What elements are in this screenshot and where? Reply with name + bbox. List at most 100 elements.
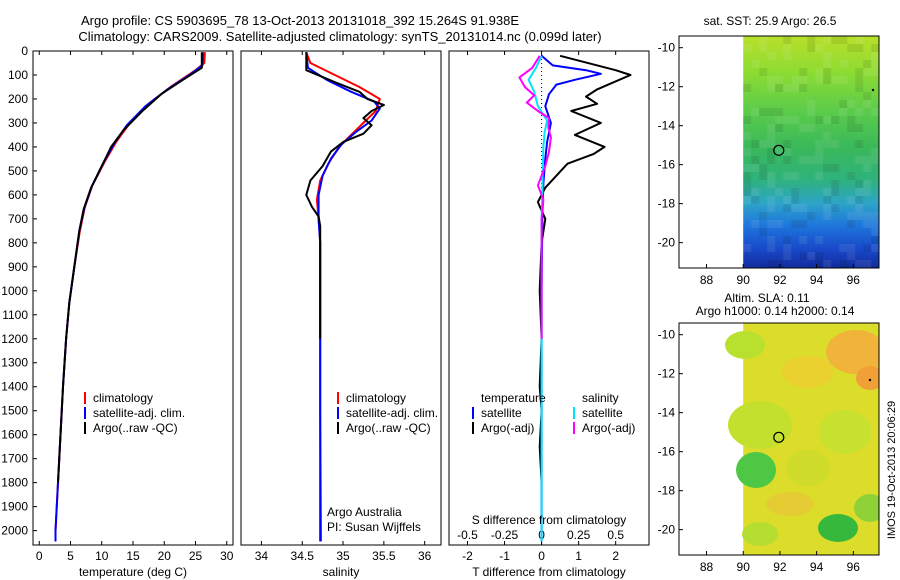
sst-texture-cell	[871, 148, 879, 156]
sst-texture-cell	[759, 140, 768, 148]
sst-texture-cell	[871, 236, 879, 244]
depth-tick-label: 900	[8, 260, 28, 274]
t-difference-axis-label: T difference from climatology	[472, 565, 626, 579]
sst-texture-cell	[751, 156, 760, 164]
map-longitude-tick-label: 90	[737, 560, 751, 574]
argo-australia-label: Argo Australia	[327, 505, 402, 519]
sst-texture-cell	[871, 156, 879, 164]
depth-tick-label: 700	[8, 212, 28, 226]
sla-map-panel: Altim. SLA: 0.11 Argo h1000: 0.14 h2000:…	[658, 291, 880, 574]
sst-texture-cell	[751, 60, 760, 68]
sst-texture-cell	[847, 44, 856, 52]
sst-texture-cell	[783, 196, 792, 204]
sst-texture-cell	[847, 244, 856, 252]
sst-texture-cell	[775, 124, 784, 132]
sst-texture-cell	[855, 76, 864, 84]
sst-texture-cell	[767, 156, 776, 164]
salinity-axis-label: salinity	[323, 565, 360, 579]
map-latitude-tick-label: -14	[658, 406, 676, 420]
sst-texture-cell	[815, 44, 824, 52]
sst-texture-cell	[743, 196, 752, 204]
map-latitude-tick-label: -10	[658, 41, 676, 55]
sst-texture-cell	[767, 172, 776, 180]
legend-label-satellite: satellite-adj. clim.	[93, 406, 185, 420]
depth-tick-label: 100	[8, 68, 28, 82]
sst-texture	[743, 36, 879, 268]
t-difference-tick-label: 2	[612, 549, 619, 563]
sst-texture-cell	[863, 100, 872, 108]
salinity-panel: 34 34.5 35 35.5 36 salinity climatology sate…	[240, 50, 442, 579]
map-latitude-tick-label: -16	[658, 445, 676, 459]
sst-texture-cell	[799, 204, 808, 212]
map-latitude-tick-label: -14	[658, 119, 676, 133]
depth-tick-label: 1700	[1, 452, 28, 466]
sst-texture-cell	[823, 76, 832, 84]
sst-texture-cell	[759, 68, 768, 76]
sst-texture-cell	[775, 188, 784, 196]
legend-label-climatology: climatology	[93, 391, 153, 405]
sst-texture-cell	[767, 84, 776, 92]
depth-tick-label: 500	[8, 164, 28, 178]
sst-texture-cell	[791, 196, 800, 204]
sst-texture-cell	[799, 156, 808, 164]
depth-tick-label: 800	[8, 236, 28, 250]
sst-texture-cell	[847, 172, 856, 180]
sst-texture-cell	[807, 36, 816, 44]
sst-texture-cell	[751, 140, 760, 148]
sst-texture-cell	[783, 84, 792, 92]
sst-texture-cell	[871, 52, 879, 60]
sst-texture-cell	[775, 220, 784, 228]
map-latitude-tick-label: -18	[658, 484, 676, 498]
sst-texture-cell	[863, 260, 872, 268]
map-latitude-tick-label: -12	[658, 367, 676, 381]
salinity-tick-labels: 34 34.5 35 35.5 36	[255, 51, 432, 563]
sst-texture-cell	[831, 204, 840, 212]
sst-texture-cell	[743, 188, 752, 196]
legend-label-t-satellite: satellite	[481, 406, 522, 420]
sst-texture-cell	[743, 180, 752, 188]
map-longitude-tick-label: 96	[847, 560, 861, 574]
t-difference-tick-label: -1	[499, 549, 510, 563]
sst-texture-cell	[855, 180, 864, 188]
legend-label-climatology: climatology	[346, 391, 406, 405]
sst-texture-cell	[815, 156, 824, 164]
sst-texture-cell	[759, 108, 768, 116]
depth-tick-label: 1200	[1, 332, 28, 346]
sst-map-panel: sat. SST: 25.9 Argo: 26.5 88 90 92 94 96 -10 -…	[658, 14, 880, 287]
sst-texture-cell	[807, 212, 816, 220]
depth-tick-label: 300	[8, 116, 28, 130]
sst-texture-cell	[799, 84, 808, 92]
temperature-tick-label: 5	[67, 549, 74, 563]
legend-label-argo: Argo(..raw -QC)	[346, 421, 431, 435]
sst-texture-cell	[759, 228, 768, 236]
sst-texture-cell	[847, 220, 856, 228]
sst-texture-cell	[847, 196, 856, 204]
legend-label-argo: Argo(..raw -QC)	[93, 421, 178, 435]
sst-texture-cell	[791, 116, 800, 124]
sst-texture-cell	[871, 220, 879, 228]
legend-label-t-argo: Argo(-adj)	[481, 421, 534, 435]
sst-texture-cell	[799, 220, 808, 228]
sla-map-tick-labels: 88 90 92 94 96 -10 -12 -14 -16 -18 -20	[658, 328, 861, 574]
sst-texture-cell	[871, 212, 879, 220]
sst-texture-cell	[815, 68, 824, 76]
sst-texture-cell	[863, 244, 872, 252]
sst-texture-cell	[823, 68, 832, 76]
depth-tick-label: 1900	[1, 500, 28, 514]
t-difference-tick-label: 1	[575, 549, 582, 563]
sst-texture-cell	[839, 60, 848, 68]
sst-texture-cell	[799, 124, 808, 132]
salinity-tick-label: 34.5	[291, 549, 315, 563]
figure-title-line1: Argo profile: CS 5903695_78 13-Oct-2013 …	[81, 13, 519, 28]
depth-tick-label: 1600	[1, 428, 28, 442]
difference-line-salinity-argo-adj-	[518, 55, 552, 339]
sst-texture-cell	[799, 68, 808, 76]
difference-lines	[518, 54, 632, 542]
legend-label-satellite: satellite-adj. clim.	[346, 406, 438, 420]
map-longitude-tick-label: 88	[700, 560, 714, 574]
temperature-panel: 0100200300400500600700800900100011001200…	[1, 44, 453, 579]
sst-texture-cell	[871, 108, 879, 116]
depth-tick-label: 1400	[1, 380, 28, 394]
sst-texture-cell	[863, 68, 872, 76]
